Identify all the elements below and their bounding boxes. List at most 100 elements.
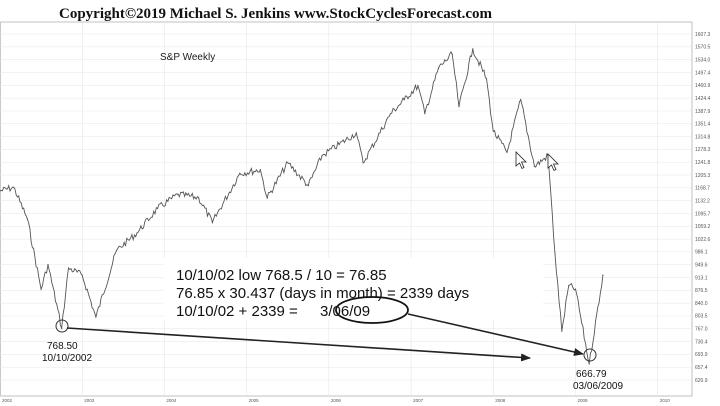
series-point <box>136 232 138 234</box>
series-point <box>389 113 392 115</box>
y-tick-label: 1278.3 <box>695 147 711 153</box>
x-axis-ticks: 2002 2003 2004 2005 2006 2007 2008 2009 2010 <box>2 398 670 403</box>
low-2009-marker <box>583 348 597 362</box>
x-tick-label: 2003 <box>84 398 95 403</box>
y-tick-label: 1314.8 <box>695 134 711 140</box>
series-point <box>177 193 179 195</box>
series-point <box>424 113 426 115</box>
series-point <box>362 162 364 164</box>
series-point <box>0 190 1 192</box>
series-point <box>287 162 289 164</box>
y-tick-label: 1460.9 <box>695 83 711 89</box>
low-2002-date: 10/10/2002 <box>42 353 92 364</box>
x-tick-label: 2006 <box>331 398 342 403</box>
y-tick-label: 1059.2 <box>695 224 711 230</box>
y-tick-label: 1205.3 <box>695 173 711 179</box>
projected-date-circle <box>335 296 409 324</box>
series-point <box>506 151 508 153</box>
x-tick-label: 2008 <box>495 398 506 403</box>
y-tick-label: 767.0 <box>695 327 708 333</box>
arrow-low-to-low <box>66 327 531 362</box>
y-tick-label: 657.4 <box>695 365 708 371</box>
chart-subtitle: S&P Weekly <box>160 52 215 63</box>
y-tick-label: 730.4 <box>695 339 708 345</box>
arrow-date-to-low <box>407 313 584 356</box>
series-point <box>458 106 460 108</box>
series-point <box>47 264 49 266</box>
series-point <box>67 267 70 269</box>
y-tick-label: 1241.8 <box>695 160 711 166</box>
series-point <box>307 185 309 187</box>
low-2002-value: 768.50 <box>47 341 78 352</box>
series-point <box>115 249 118 252</box>
y-tick-label: 1022.6 <box>695 237 711 243</box>
x-tick-label: 2002 <box>2 398 13 403</box>
y-tick-label: 1570.5 <box>695 45 711 51</box>
chart-title: Copyright©2019 Michael S. Jenkins www.St… <box>59 6 492 22</box>
calc-line-2: 76.85 x 30.437 (days in month) = 2339 da… <box>176 285 469 302</box>
series-point <box>355 132 357 134</box>
series-point <box>13 186 15 188</box>
low-2002-marker <box>55 319 69 333</box>
y-tick-label: 1168.7 <box>695 186 710 192</box>
series-point <box>40 288 42 290</box>
cursor-icon <box>515 151 527 170</box>
y-tick-label: 1351.4 <box>695 122 711 128</box>
y-tick-label: 949.6 <box>695 263 708 269</box>
series-point <box>451 53 453 55</box>
series-point <box>554 253 556 255</box>
y-tick-label: 1387.9 <box>695 109 711 115</box>
y-axis-ticks: 1607.3 1570.5 1534.0 1497.4 1460.9 1424.4 1387… <box>695 32 711 384</box>
y-tick-label: 620.9 <box>695 378 708 384</box>
series-point <box>157 207 159 209</box>
low-2009-date: 03/06/2009 <box>573 381 623 392</box>
series-point <box>520 99 522 101</box>
series-point <box>403 99 405 101</box>
plot-frame <box>0 21 693 397</box>
y-tick-label: 1534.0 <box>695 58 711 64</box>
series-point <box>81 274 83 276</box>
calculation-box <box>163 258 543 320</box>
y-tick-label: 986.1 <box>695 250 708 256</box>
series-point <box>485 78 488 80</box>
x-tick-label: 2004 <box>166 398 177 403</box>
y-tick-label: 1132.2 <box>695 198 710 204</box>
y-tick-label: 1497.4 <box>695 70 711 76</box>
x-tick-label: 2010 <box>660 398 671 403</box>
series-point <box>211 221 213 224</box>
calc-line-1: 10/10/02 low 768.5 / 10 = 76.85 <box>176 267 387 284</box>
series-point <box>561 330 563 332</box>
series-point <box>61 327 63 329</box>
series-point <box>472 48 474 50</box>
series-point <box>437 67 440 69</box>
calc-projected-date: 3/06/09 <box>320 303 370 320</box>
series-point <box>266 197 268 199</box>
y-tick-label: 1424.4 <box>695 96 711 102</box>
y-tick-label: 840.0 <box>695 301 708 307</box>
series-point <box>588 363 590 365</box>
y-tick-label: 1095.7 <box>695 211 711 217</box>
y-tick-label: 693.9 <box>695 352 708 358</box>
series-point <box>602 274 604 276</box>
x-tick-label: 2009 <box>578 398 589 403</box>
y-tick-label: 913.1 <box>695 275 708 281</box>
series-point <box>95 316 97 318</box>
series-point <box>492 130 494 132</box>
y-tick-label: 1607.3 <box>695 32 711 38</box>
calc-line-3: 10/10/02 + 2339 = <box>176 303 298 320</box>
low-2009-value: 666.79 <box>576 369 607 380</box>
y-tick-label: 803.5 <box>695 314 708 320</box>
x-tick-label: 2007 <box>413 398 424 403</box>
series-point <box>26 218 28 220</box>
x-tick-label: 2005 <box>249 398 260 403</box>
series-point <box>417 85 419 87</box>
series-point <box>533 165 536 167</box>
y-tick-label: 876.5 <box>695 288 708 294</box>
price-series <box>0 48 604 365</box>
cursor-icon <box>547 153 559 172</box>
series-point <box>239 172 241 174</box>
series-point <box>259 169 261 171</box>
series-point <box>321 155 323 157</box>
